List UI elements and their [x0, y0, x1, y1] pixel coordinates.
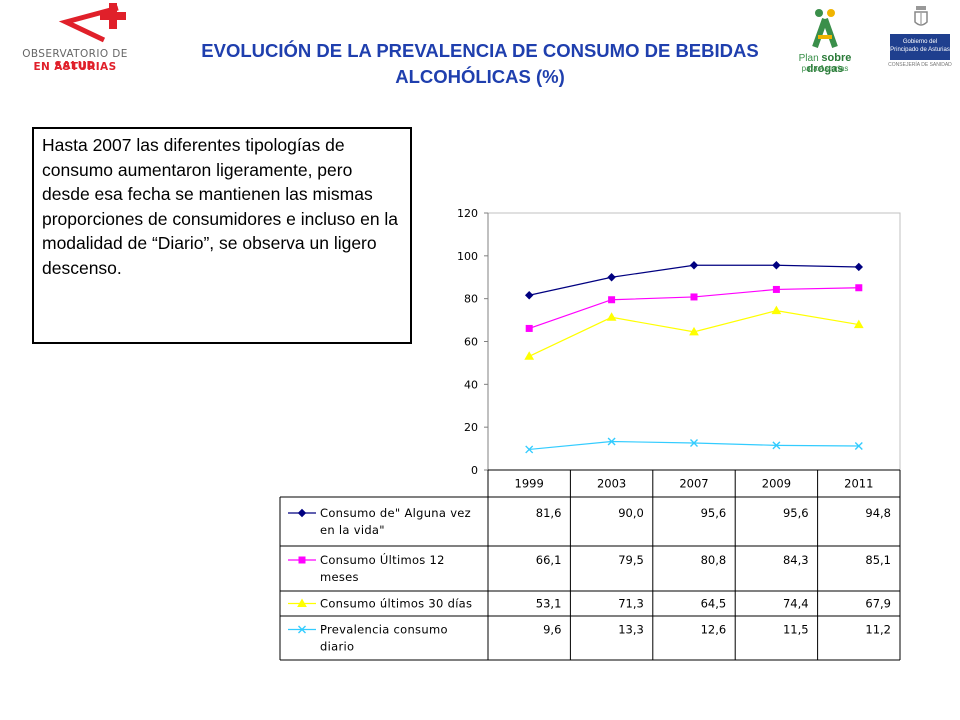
observatorio-region: EN ASTURIAS — [33, 61, 117, 73]
data-point — [524, 291, 534, 300]
page-title: EVOLUCIÓN DE LA PREVALENCIA DE CONSUMO D… — [201, 40, 759, 87]
data-table: 1999 2003 2007 2009 2011 Consumo de" Alguna v… — [279, 469, 901, 661]
x-tick-label: 1999 — [515, 477, 544, 491]
legend-key-marker — [298, 556, 306, 564]
y-tick-label: 0 — [471, 464, 478, 477]
data-label: 90,0 — [618, 506, 644, 520]
data-label: 11,2 — [865, 623, 891, 637]
data-label: 53,1 — [536, 597, 562, 611]
observatorio-plus-icon — [58, 3, 126, 43]
legend-key-marker — [297, 508, 307, 518]
y-tick-label: 40 — [464, 378, 478, 391]
y-tick-label: 120 — [457, 207, 478, 220]
y-tick-label: 100 — [457, 250, 478, 263]
legend-label: diario — [320, 640, 354, 654]
x-tick-label: 2009 — [762, 477, 791, 491]
data-point — [525, 445, 534, 454]
data-label: 95,6 — [701, 506, 727, 520]
data-label: 9,6 — [543, 623, 561, 637]
legend-label: en la vida" — [320, 523, 385, 537]
data-point — [771, 305, 782, 315]
data-label: 95,6 — [783, 506, 809, 520]
plot-area — [487, 212, 901, 471]
data-label: 11,5 — [783, 623, 809, 637]
y-tick-label: 60 — [464, 336, 478, 349]
legend-label: Consumo últimos 30 días — [320, 597, 472, 611]
data-point — [607, 437, 616, 446]
plan-drogas-name: Plan sobre drogas — [798, 52, 852, 75]
y-tick-label: 80 — [464, 293, 478, 306]
data-point — [524, 351, 535, 360]
data-label: 79,5 — [618, 553, 644, 567]
data-point — [772, 441, 781, 450]
data-point — [689, 326, 699, 336]
plan-drogas-sub: para Asturias — [801, 64, 849, 73]
legend-label: Consumo de" Alguna vez — [320, 506, 471, 520]
data-point — [690, 293, 698, 301]
data-point — [607, 273, 616, 282]
data-label: 67,9 — [865, 597, 891, 611]
gobierno-name: Gobierno del Principado de Asturias — [890, 34, 950, 60]
data-label: 12,6 — [701, 623, 727, 637]
data-point — [690, 439, 698, 448]
observatorio-name: OBSERVATORIO DE SALUD — [22, 48, 128, 72]
data-label: 13,3 — [618, 623, 644, 637]
coat-of-arms-icon — [914, 6, 928, 26]
data-point — [854, 262, 864, 272]
data-point — [689, 261, 699, 270]
legend-label: Prevalencia consumo — [320, 623, 448, 637]
x-tick-label: 2007 — [679, 477, 708, 491]
data-point — [853, 319, 864, 329]
data-label: 66,1 — [536, 553, 562, 567]
chart-axes: 0 20 40 60 80 100 120 — [457, 207, 901, 477]
y-tick-label: 20 — [464, 421, 478, 434]
gobierno-department: CONSEJERÍA DE SANIDAD — [888, 62, 952, 68]
data-point — [608, 296, 616, 304]
data-point — [855, 284, 863, 292]
summary-note: Hasta 2007 las diferentes tipologías de … — [32, 127, 412, 344]
data-label: 74,4 — [783, 597, 809, 611]
data-label: 94,8 — [865, 506, 891, 520]
plan-drogas-figure-icon — [812, 9, 838, 49]
data-label: 85,1 — [865, 553, 891, 567]
data-label: 80,8 — [701, 553, 727, 567]
data-label: 84,3 — [783, 553, 809, 567]
data-label: 64,5 — [701, 597, 727, 611]
legend-key-marker — [298, 625, 306, 634]
plan-drogas-logo: Plan sobre drogas para Asturias — [785, 5, 865, 75]
data-label: 81,6 — [536, 506, 562, 520]
data-point — [525, 324, 533, 332]
data-point — [606, 312, 617, 321]
data-point — [854, 442, 863, 451]
gobierno-logo: Gobierno del Principado de Asturias CONSE… — [888, 4, 954, 70]
x-tick-label: 2003 — [597, 477, 626, 491]
x-tick-label: 2011 — [844, 477, 873, 491]
legend-key-marker — [297, 598, 307, 607]
data-label: 71,3 — [618, 597, 644, 611]
observatorio-logo: OBSERVATORIO DE SALUD EN ASTURIAS — [0, 0, 150, 80]
data-point — [772, 285, 780, 293]
chart-series — [524, 261, 864, 454]
legend-label: Consumo Últimos 12 — [320, 552, 445, 567]
data-point — [772, 261, 781, 270]
series-line-0 — [529, 264, 859, 296]
legend-label: meses — [320, 570, 359, 584]
